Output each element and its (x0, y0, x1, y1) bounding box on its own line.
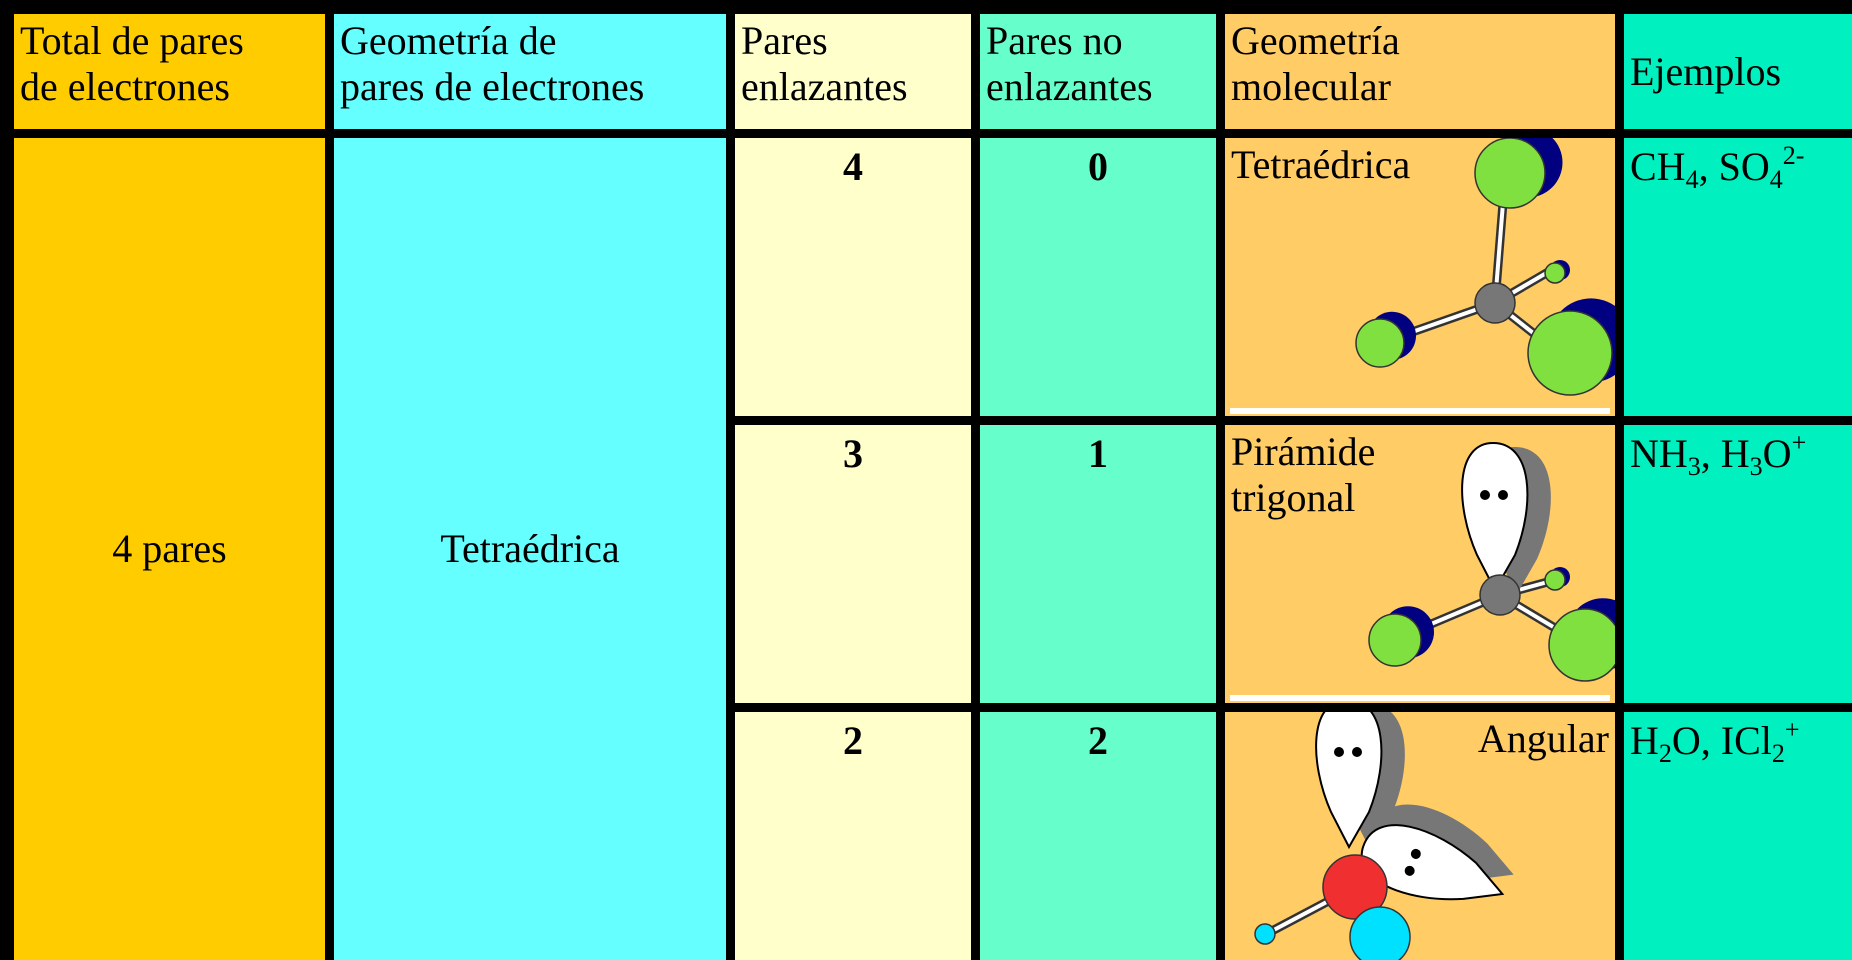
example-text: CH (1630, 144, 1686, 189)
example-text: , H (1700, 431, 1750, 476)
subscript: 3 (1687, 452, 1701, 481)
example-text: O (1762, 431, 1792, 476)
examples-cell: NH3, H3O+ (1624, 425, 1852, 703)
examples-cell: H2O, ICl2+ (1624, 712, 1852, 960)
bonding-cell: 2 (735, 712, 971, 960)
molecule-drawing (1230, 138, 1615, 414)
subscript: 2 (1658, 739, 1672, 768)
header-cell: Pares enlazantes (735, 14, 971, 129)
header-text: de electrones (20, 64, 230, 109)
molecular-cell: Pirámide trigonal (1225, 425, 1615, 703)
superscript: + (1784, 715, 1800, 744)
header-cell: Ejemplos (1624, 14, 1852, 129)
subscript: 4 (1769, 165, 1783, 194)
examples-cell: CH4, SO42- (1624, 138, 1852, 416)
total-cell: 4 pares (14, 138, 325, 960)
molecular-cell: Angular (1225, 712, 1615, 960)
subscript: 4 (1685, 165, 1699, 194)
header-text: pares de electrones (340, 64, 645, 109)
subscript: 2 (1771, 739, 1785, 768)
molecular-cell: Tetraédrica (1225, 138, 1615, 416)
superscript: + (1791, 428, 1807, 457)
molecular-text: Angular (1477, 716, 1609, 761)
header-text: Total de pares (20, 18, 244, 63)
molecular-text: trigonal (1231, 475, 1356, 520)
molecular-text: Pirámide (1231, 429, 1376, 474)
header-text: Geometría (1231, 18, 1400, 63)
example-text: , SO (1698, 144, 1770, 189)
lone-cell: 0 (980, 138, 1216, 416)
header-text: Geometría de (340, 18, 557, 63)
molecule-drawing (1230, 441, 1615, 701)
example-text: H (1630, 718, 1659, 763)
bonding-cell: 4 (735, 138, 971, 416)
header-text: Pares no (986, 18, 1123, 63)
header-text: enlazantes (986, 64, 1153, 109)
subscript: 3 (1749, 452, 1763, 481)
example-text: NH (1630, 431, 1688, 476)
bonding-cell: 3 (735, 425, 971, 703)
lone-cell: 1 (980, 425, 1216, 703)
header-text: enlazantes (741, 64, 908, 109)
header-text: Ejemplos (1630, 48, 1782, 94)
header-cell: Total de pares de electrones (14, 14, 325, 129)
header-cell: Geometría de pares de electrones (334, 14, 726, 129)
header-cell: Geometría molecular (1225, 14, 1615, 129)
example-text: O, ICl (1671, 718, 1772, 763)
geometry-cell: Tetraédrica (334, 138, 726, 960)
header-text: Pares (741, 18, 828, 63)
molecular-text: Tetraédrica (1231, 142, 1411, 187)
header-text: molecular (1231, 64, 1391, 109)
molecule-drawing (1254, 712, 1514, 960)
lone-cell: 2 (980, 712, 1216, 960)
superscript: 2- (1782, 141, 1805, 170)
header-cell: Pares no enlazantes (980, 14, 1216, 129)
